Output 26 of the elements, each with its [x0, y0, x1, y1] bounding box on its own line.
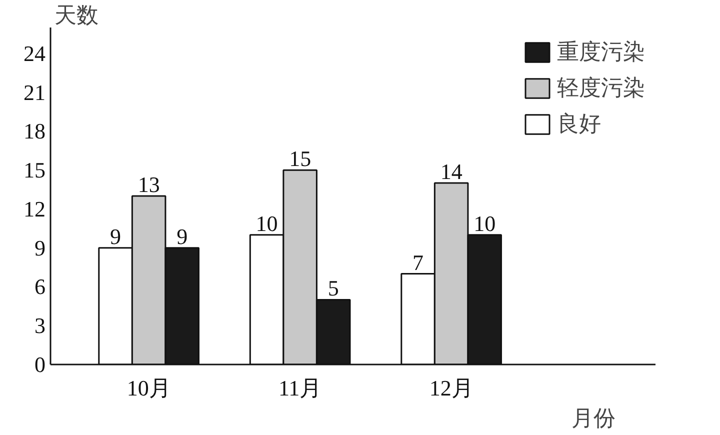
- data-label: 9: [176, 224, 188, 249]
- y-tick-label: 6: [34, 274, 46, 300]
- data-label: 9: [110, 224, 122, 249]
- y-tick-label: 3: [34, 313, 46, 338]
- data-label: 15: [289, 146, 312, 172]
- legend-label: 重度污染: [557, 38, 645, 66]
- x-tick-label: 11月: [278, 376, 322, 400]
- x-tick-label: 10月: [126, 376, 171, 400]
- x-axis-title: 月份: [572, 406, 616, 430]
- y-tick-label: 0: [34, 352, 46, 377]
- data-label: 10: [474, 210, 496, 236]
- data-label: 7: [412, 250, 424, 275]
- legend-label: 轻度污染: [557, 74, 645, 102]
- data-label: 13: [138, 172, 160, 197]
- y-tick-label: 18: [24, 118, 46, 144]
- data-label: 5: [328, 276, 339, 301]
- data-label: 10: [256, 210, 278, 236]
- y-tick-label: 24: [24, 40, 46, 66]
- y-tick-label: 21: [24, 80, 46, 105]
- y-tick-label: 15: [24, 158, 46, 183]
- y-tick-label: 9: [34, 235, 46, 260]
- y-tick-label: 12: [24, 196, 46, 222]
- legend-label: 良好: [557, 110, 601, 138]
- data-label: 14: [440, 159, 462, 184]
- y-axis-title: 天数: [54, 2, 98, 28]
- x-tick-label: 12月: [429, 376, 474, 400]
